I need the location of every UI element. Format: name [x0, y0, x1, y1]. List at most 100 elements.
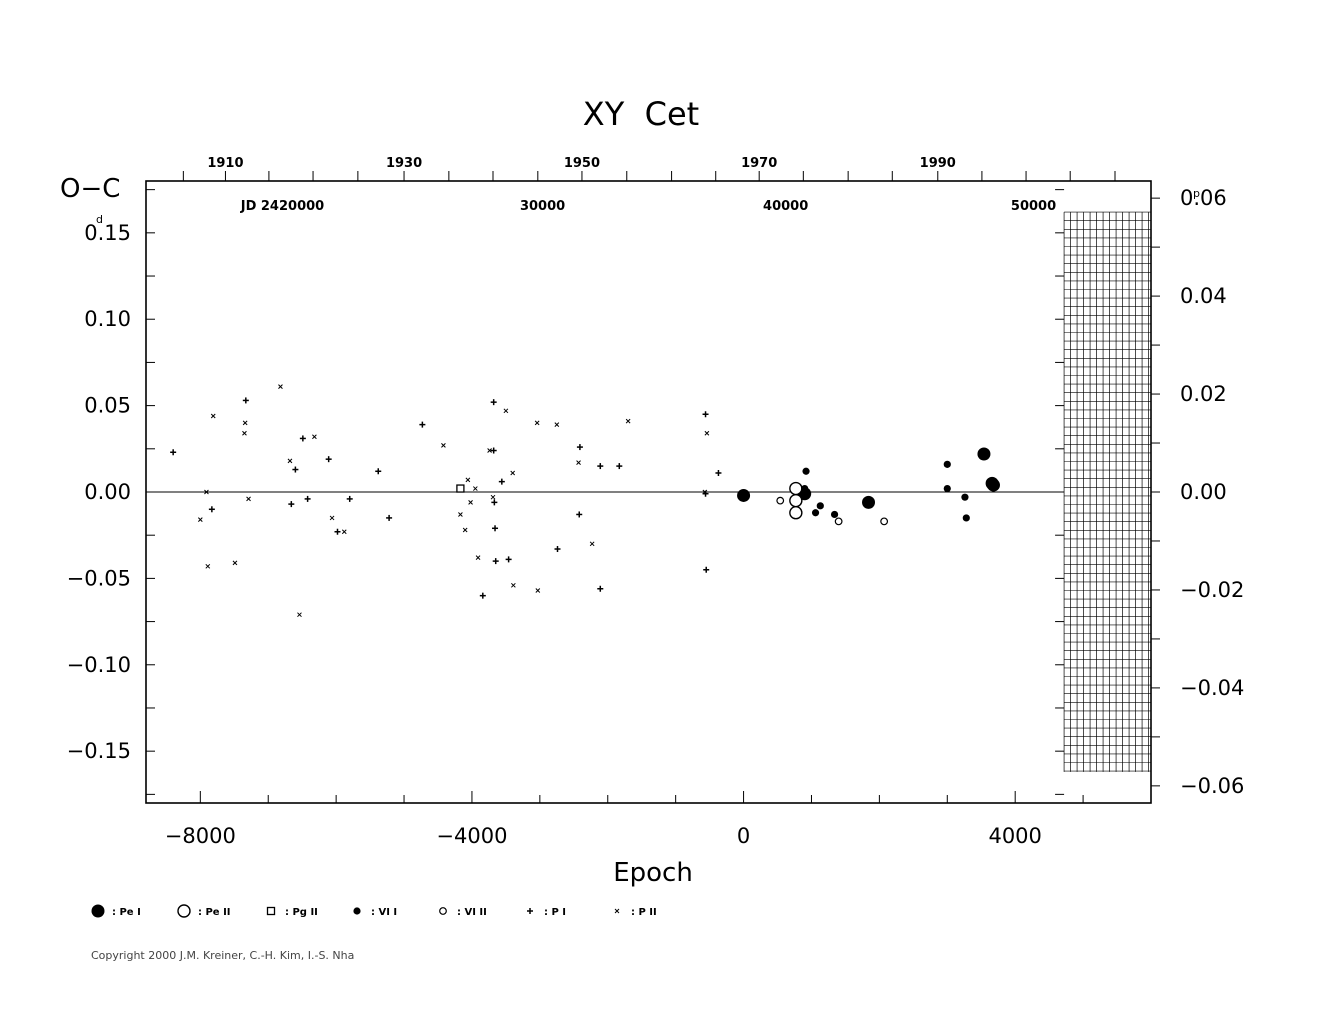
data-point [472, 486, 478, 491]
bottom-x-tick-label: 0 [737, 824, 750, 848]
data-point [830, 510, 839, 519]
data-point [456, 484, 465, 493]
data-point [297, 612, 302, 618]
bottom-x-tick-label: 4000 [988, 824, 1041, 848]
data-point [386, 514, 393, 521]
x-b [278, 384, 283, 389]
legend-label: : Pe I [112, 907, 141, 918]
jd-label: 40000 [763, 199, 808, 214]
x-b [232, 560, 238, 566]
data-point [441, 442, 446, 448]
data-point [210, 413, 216, 419]
x-b [242, 420, 248, 426]
x-b [487, 448, 492, 453]
bottom-x-tick-label: −4000 [436, 824, 507, 848]
jd-label: JD 2420000 [240, 199, 324, 214]
data-point [505, 556, 512, 563]
data-point [490, 494, 496, 500]
data-point [589, 541, 595, 547]
x-b [535, 588, 541, 593]
data-point [534, 420, 540, 426]
jd-label: 30000 [520, 199, 565, 214]
data-point [487, 448, 492, 453]
data-point [419, 421, 426, 428]
data-point [242, 430, 247, 436]
data-point [576, 511, 583, 518]
data-point [576, 460, 581, 465]
x-b [312, 434, 317, 440]
x-b [341, 529, 347, 535]
data-point [511, 582, 516, 588]
x-b [503, 408, 509, 414]
data-point [462, 527, 468, 533]
data-point [554, 546, 561, 553]
data-point [961, 493, 969, 501]
legend-marker [614, 908, 620, 914]
right-y-tick-label: 0.04 [1180, 284, 1227, 308]
legend-marker [177, 904, 191, 918]
data-point [962, 514, 970, 522]
right-y-tick-label: 0.02 [1180, 382, 1227, 406]
data-point [977, 447, 991, 461]
copyright-text: Copyright 2000 J.M. Kreiner, C.-H. Kim, … [91, 949, 355, 962]
bottom-x-axis: −8000 −4000 0 4000 [165, 791, 1152, 848]
legend-label: : VI II [457, 907, 487, 918]
data-point [197, 517, 203, 522]
data-point [304, 495, 311, 502]
data-point [292, 466, 299, 473]
data-point [329, 515, 335, 521]
data-point [834, 517, 843, 526]
data-point [242, 397, 249, 404]
y2-axis-unit: p [1193, 187, 1200, 200]
data-point [986, 478, 1000, 492]
data-point [475, 555, 481, 561]
data-points [170, 384, 1000, 618]
data-point [205, 563, 211, 569]
x-b [614, 908, 620, 914]
bottom-x-tick-label: −8000 [165, 824, 236, 848]
data-point [576, 444, 583, 451]
legend-label: : Pg II [285, 907, 318, 918]
data-point [465, 477, 471, 483]
left-y-tick-label: 0.05 [84, 394, 131, 418]
x-b [297, 612, 302, 618]
x-b [589, 541, 595, 547]
x-b [458, 512, 463, 517]
hatched-region [1063, 211, 1151, 772]
data-point [789, 506, 803, 520]
data-point [346, 495, 353, 502]
data-point [801, 484, 809, 493]
legend-label: : Pe II [198, 907, 231, 918]
data-point [325, 456, 332, 463]
x-b [510, 470, 516, 476]
data-point [802, 467, 810, 475]
x-b [205, 563, 211, 569]
data-point [498, 478, 505, 485]
x-b [287, 458, 293, 464]
data-point [715, 469, 722, 476]
data-point [312, 434, 317, 440]
data-point [597, 463, 604, 470]
x-b [210, 413, 216, 419]
x-b [246, 496, 251, 502]
legend-marker [439, 907, 447, 915]
top-year-label: 1990 [920, 156, 956, 171]
x-b [554, 422, 560, 427]
y-axis-unit: d [96, 213, 103, 226]
right-y-tick-label: −0.06 [1180, 774, 1244, 798]
top-year-label: 1950 [564, 156, 600, 171]
data-point [943, 484, 951, 493]
data-point [704, 430, 710, 436]
data-point [597, 585, 604, 592]
data-point [458, 512, 463, 517]
x-b [702, 489, 708, 495]
x-b [511, 582, 516, 588]
x-axis-title: Epoch [613, 858, 693, 888]
right-y-tick-label: 0.06 [1180, 186, 1227, 210]
data-point [625, 418, 631, 424]
data-point [491, 499, 498, 506]
x-b [468, 500, 473, 505]
data-point [535, 588, 541, 593]
x-b [197, 517, 203, 522]
data-point [862, 495, 876, 509]
